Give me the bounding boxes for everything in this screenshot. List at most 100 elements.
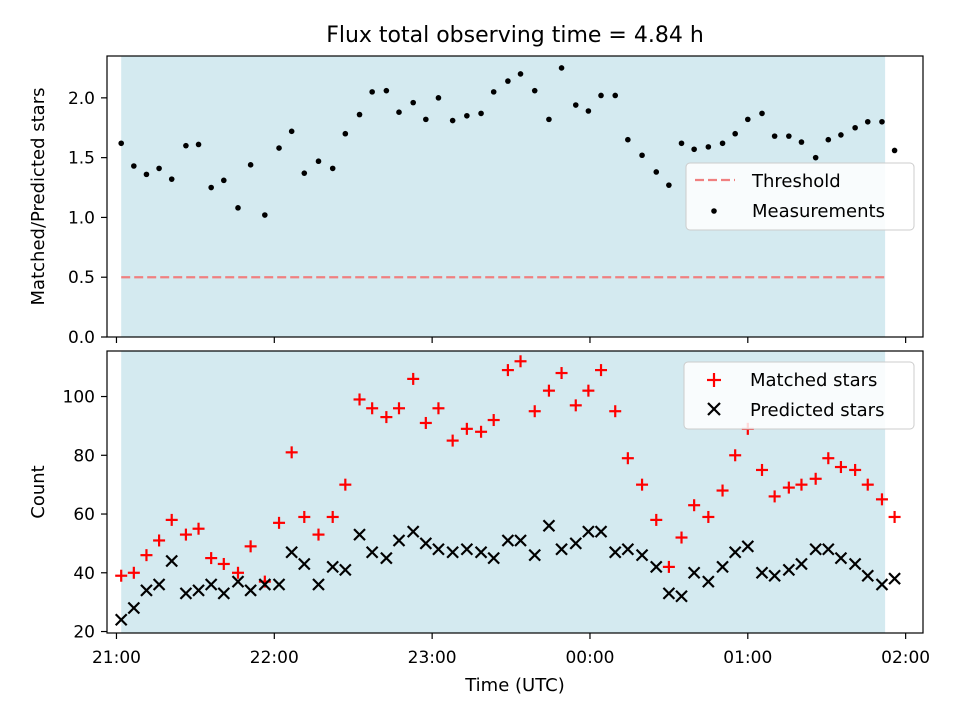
predicted-stars-point — [217, 587, 231, 600]
x-axis-label: Time (UTC) — [464, 675, 565, 696]
predicted-stars-point — [365, 545, 379, 559]
predicted-stars-point — [755, 566, 769, 580]
top-y-axis-label: Matched/Predicted stars — [28, 88, 49, 306]
measurement-point — [478, 110, 484, 117]
measurement-point — [852, 124, 858, 131]
matched-stars-point — [729, 449, 742, 462]
matched-stars-point — [366, 402, 379, 415]
matched-stars-point — [501, 364, 514, 377]
predicted-stars-point — [608, 545, 622, 559]
measurement-point — [891, 147, 898, 154]
bottom-axes-frame — [106, 350, 924, 634]
predicted-stars-point — [514, 534, 527, 547]
y-tick-label: 20 — [73, 623, 95, 643]
measurement-point — [639, 152, 645, 159]
matched-stars-point — [542, 384, 555, 397]
measurement-point — [356, 111, 363, 118]
measurement-point — [546, 116, 552, 123]
matched-stars-point — [115, 569, 128, 582]
predicted-stars-point — [231, 575, 245, 588]
measurement-point — [490, 89, 497, 95]
top-axes-frame — [106, 55, 924, 338]
measurement-point — [572, 102, 579, 108]
matched-stars-point — [795, 478, 808, 491]
predicted-stars-point — [114, 613, 128, 627]
matched-stars-point — [555, 367, 568, 380]
matched-stars-point — [140, 549, 153, 562]
matched-stars-point — [407, 372, 420, 385]
predicted-stars-point — [392, 534, 406, 547]
measurement-point — [517, 71, 524, 77]
predicted-stars-point — [875, 578, 889, 591]
measurement-point — [449, 117, 456, 124]
matched-stars-point — [312, 528, 325, 541]
matched-stars-point — [353, 393, 366, 406]
measurement-point — [666, 182, 672, 188]
predicted-stars-point — [822, 543, 835, 556]
predicted-stars-point — [432, 543, 445, 556]
measurement-point — [625, 136, 631, 143]
measurement-point — [118, 140, 125, 147]
predicted-stars-point — [244, 584, 257, 597]
matched-stars-point — [217, 557, 230, 570]
predicted-stars-point — [848, 557, 862, 571]
predicted-stars-point — [782, 563, 796, 577]
measurement-point — [838, 132, 844, 138]
measurement-point — [183, 142, 189, 149]
measurement-point — [598, 92, 604, 99]
predicted-stars-point — [460, 543, 474, 556]
matched-stars-point — [621, 452, 634, 465]
predicted-stars-point — [353, 528, 366, 541]
measurement-point — [585, 108, 592, 114]
bottom-legend-box — [683, 361, 915, 430]
predicted-stars-point — [687, 566, 701, 580]
predicted-stars-point — [569, 537, 583, 550]
matched-stars-point — [569, 399, 582, 412]
y-tick-label: 1.5 — [68, 149, 95, 169]
matched-stars-point — [514, 355, 527, 368]
matched-stars-point — [636, 478, 649, 491]
measurement-point — [329, 165, 336, 172]
y-tick-label: 0.5 — [68, 268, 95, 288]
predicted-stars-point — [312, 578, 325, 591]
measurement-point — [879, 118, 885, 125]
measurement-point — [276, 145, 282, 151]
measurement-point — [505, 78, 511, 84]
bottom-panel: 20 40 60 80 100 21:00 22:00 23:00 00:00 01:00 02:0… — [28, 350, 930, 696]
measurement-point — [247, 162, 254, 168]
legend-matched-swatch — [707, 373, 721, 387]
x-tick-label: 02:00 — [881, 648, 930, 668]
top-panel: 0.00.51.01.52.0 Matched/Predicted stars … — [28, 55, 924, 348]
measurement-point — [131, 163, 137, 169]
predicted-stars-point — [621, 543, 635, 556]
matched-stars-point — [419, 416, 432, 429]
top-legend: Threshold Measurements — [685, 162, 915, 231]
predicted-stars-point — [795, 557, 808, 571]
matched-stars-point — [782, 481, 795, 494]
predicted-stars-point — [635, 548, 649, 562]
predicted-stars-point — [179, 587, 193, 600]
x-tick-label: 22:00 — [250, 648, 299, 668]
matched-stars-point — [232, 566, 245, 579]
predicted-stars-point — [542, 519, 556, 533]
measurement-point — [464, 112, 470, 119]
predicted-stars-point — [487, 551, 500, 565]
x-tick-label: 23:00 — [408, 648, 457, 668]
measurement-point — [759, 110, 765, 117]
y-tick-label: 1.0 — [68, 208, 95, 228]
measurement-point — [168, 176, 175, 182]
matched-stars-point — [244, 540, 257, 553]
matched-stars-point — [127, 566, 140, 579]
matched-stars-point — [432, 402, 445, 415]
measurement-point — [315, 158, 322, 165]
predicted-stars-point — [702, 575, 715, 588]
matched-stars-point — [460, 422, 473, 435]
measurement-point — [143, 171, 150, 178]
measurement-point — [423, 116, 429, 123]
predicted-stars-point — [127, 601, 141, 615]
matched-stars-point — [326, 510, 339, 523]
predicted-stars-point — [419, 537, 433, 550]
predicted-stars-point — [741, 540, 755, 553]
matched-stars-point — [716, 484, 729, 497]
